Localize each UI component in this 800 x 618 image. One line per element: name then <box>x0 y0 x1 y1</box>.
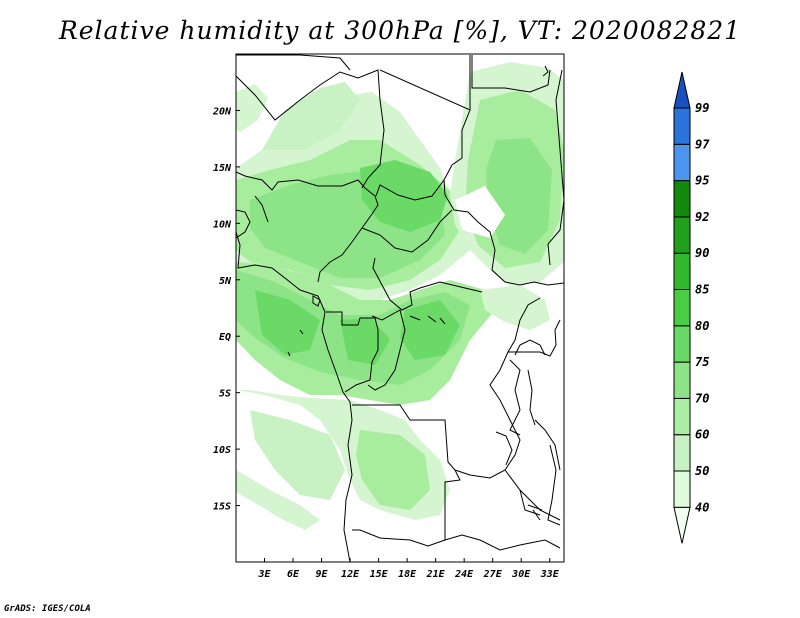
lon-tick-label: 24E <box>454 569 474 580</box>
lat-tick-label: 5S <box>219 389 231 400</box>
colorbar-label: 92 <box>695 210 709 224</box>
colorbar-label: 90 <box>695 246 709 260</box>
lon-tick-label: 33E <box>540 569 560 580</box>
chart-title: Relative humidity at 300hPa [%], VT: 202… <box>58 16 742 45</box>
colorbar-segment <box>673 397 691 436</box>
lon-tick-label: 18E <box>398 569 417 580</box>
colorbar-label: 60 <box>695 428 709 442</box>
colorbar-segment <box>673 289 691 327</box>
colorbar-label: 99 <box>695 101 709 115</box>
colorbar-segment <box>673 506 691 544</box>
colorbar-label: 97 <box>695 137 710 151</box>
lon-tick-label: 3E <box>257 569 271 580</box>
colorbar-label: 75 <box>695 355 709 369</box>
grads-credit: GrADS: IGES/COLA <box>4 604 91 614</box>
lat-tick-label: 10S <box>213 445 231 456</box>
colorbar-segment <box>673 180 691 218</box>
humidity-field <box>236 62 564 530</box>
lon-tick-label: 30E <box>511 569 531 580</box>
lon-tick-label: 27E <box>483 569 503 580</box>
map-frame <box>235 53 565 563</box>
lat-tick-label: EQ <box>219 332 231 343</box>
colorbar-label: 80 <box>695 319 709 333</box>
colorbar-segment <box>673 470 691 508</box>
lon-tick-label: 12E <box>341 569 360 580</box>
colorbar-segment <box>673 434 691 472</box>
lat-tick-label: 15N <box>213 163 232 174</box>
colorbar-segment <box>673 252 691 290</box>
longitude-axis: 3E 6E 9E 12E 15E 18E 21E 24E 27E 30E 33E <box>257 558 560 580</box>
country-borders <box>236 54 564 562</box>
colorbar-segment <box>673 325 691 363</box>
colorbar: 40 50 60 70 75 80 85 90 92 95 97 99 <box>673 71 710 544</box>
colorbar-segment <box>673 107 691 145</box>
lon-tick-label: 21E <box>426 569 446 580</box>
colorbar-segment <box>673 143 691 182</box>
lat-tick-label: 10N <box>213 219 232 230</box>
lat-tick-label: 5N <box>219 276 232 287</box>
colorbar-label: 95 <box>695 174 709 188</box>
colorbar-segment <box>673 361 691 399</box>
colorbar-segment <box>673 71 691 109</box>
lon-tick-label: 9E <box>316 569 329 580</box>
lat-tick-label: 15S <box>213 502 231 513</box>
latitude-axis: 20N 15N 10N 5N EQ 5S 10S 15S <box>212 106 240 513</box>
lat-tick-label: 20N <box>212 106 232 117</box>
colorbar-label: 40 <box>695 500 709 514</box>
colorbar-label: 85 <box>695 283 709 297</box>
lon-tick-label: 15E <box>370 569 389 580</box>
lon-tick-label: 6E <box>287 569 300 580</box>
colorbar-segment <box>673 216 691 254</box>
colorbar-label: 50 <box>695 464 709 478</box>
colorbar-label: 70 <box>695 391 709 405</box>
